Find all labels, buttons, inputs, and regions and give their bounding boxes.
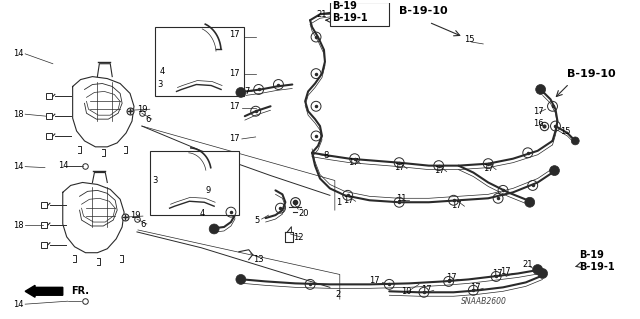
Text: B-19-1: B-19-1 — [579, 262, 615, 271]
Bar — [150, 151, 239, 215]
Text: 17: 17 — [483, 164, 494, 173]
Text: 17: 17 — [492, 269, 503, 278]
Text: B-19-10: B-19-10 — [567, 69, 616, 78]
Text: 4: 4 — [199, 209, 205, 218]
Text: 17: 17 — [394, 163, 405, 172]
Text: 17: 17 — [434, 166, 444, 175]
Text: 2: 2 — [336, 290, 341, 299]
Text: 3: 3 — [152, 176, 157, 185]
Text: 20: 20 — [298, 209, 308, 218]
Text: 17: 17 — [229, 30, 239, 39]
Text: 14: 14 — [13, 162, 24, 171]
Circle shape — [538, 269, 548, 278]
Text: 17: 17 — [229, 102, 239, 111]
FancyArrow shape — [25, 286, 63, 297]
Circle shape — [335, 7, 345, 17]
Circle shape — [236, 274, 246, 284]
Circle shape — [572, 137, 579, 145]
Text: 8: 8 — [323, 151, 328, 160]
Text: 17: 17 — [343, 196, 353, 205]
Text: B-19-1: B-19-1 — [332, 13, 367, 23]
Text: 1: 1 — [336, 198, 341, 207]
Text: SNAAB2600: SNAAB2600 — [461, 297, 506, 306]
Text: 17: 17 — [369, 276, 380, 285]
Circle shape — [525, 197, 534, 207]
Text: 17: 17 — [445, 273, 456, 282]
Text: 7: 7 — [244, 87, 249, 96]
Text: 12: 12 — [293, 234, 304, 242]
Text: B-19-10: B-19-10 — [399, 6, 448, 16]
Text: 18: 18 — [13, 110, 24, 119]
Text: 21: 21 — [316, 10, 326, 19]
Text: 17: 17 — [229, 69, 239, 78]
Text: 6: 6 — [145, 115, 150, 124]
Text: 9: 9 — [205, 186, 211, 195]
Text: 19: 19 — [137, 105, 147, 114]
Text: 14: 14 — [13, 49, 24, 58]
Bar — [330, 2, 389, 26]
Circle shape — [209, 224, 219, 234]
Text: 6: 6 — [140, 219, 145, 228]
Text: 17: 17 — [500, 267, 511, 276]
Text: 16: 16 — [330, 20, 340, 29]
Text: 17: 17 — [348, 158, 358, 167]
Text: 10: 10 — [401, 287, 412, 296]
Text: 18: 18 — [13, 220, 24, 229]
Text: 21: 21 — [523, 260, 533, 269]
Text: 13: 13 — [253, 255, 263, 264]
Bar — [155, 27, 244, 96]
Text: 17: 17 — [452, 201, 462, 210]
Text: B-19: B-19 — [332, 1, 356, 11]
Text: 17: 17 — [470, 283, 481, 292]
Circle shape — [536, 85, 545, 94]
Text: 15: 15 — [465, 35, 475, 44]
Text: 14: 14 — [13, 300, 24, 309]
Text: 5: 5 — [255, 216, 260, 225]
Text: B-19: B-19 — [579, 250, 604, 260]
Text: 19: 19 — [130, 211, 141, 219]
Text: 14: 14 — [58, 161, 68, 170]
Text: 11: 11 — [396, 194, 406, 203]
Text: 17: 17 — [421, 285, 431, 294]
Circle shape — [236, 87, 246, 97]
Text: 17: 17 — [532, 107, 543, 116]
Text: FR.: FR. — [70, 286, 89, 296]
Text: 4: 4 — [160, 67, 165, 76]
Text: 17: 17 — [229, 134, 239, 144]
Text: 3: 3 — [157, 80, 163, 89]
Text: 16: 16 — [532, 119, 543, 128]
Circle shape — [532, 264, 543, 274]
Circle shape — [550, 166, 559, 175]
Text: 15: 15 — [561, 127, 571, 136]
